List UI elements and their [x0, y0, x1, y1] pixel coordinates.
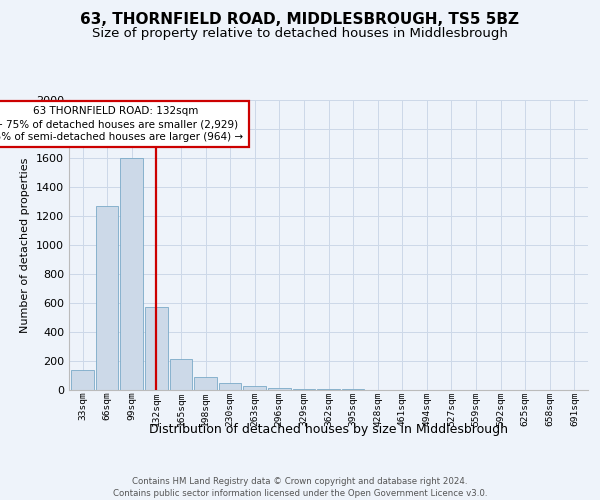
Bar [96, 206, 118, 390]
Bar [268, 388, 290, 390]
Text: Contains HM Land Registry data © Crown copyright and database right 2024.
Contai: Contains HM Land Registry data © Crown c… [113, 476, 487, 498]
Bar [170, 359, 192, 390]
Bar [194, 377, 217, 390]
Bar [244, 386, 266, 390]
Bar [145, 308, 167, 390]
Text: Size of property relative to detached houses in Middlesbrough: Size of property relative to detached ho… [92, 28, 508, 40]
Text: 63, THORNFIELD ROAD, MIDDLESBROUGH, TS5 5BZ: 63, THORNFIELD ROAD, MIDDLESBROUGH, TS5 … [80, 12, 520, 28]
Bar [219, 384, 241, 390]
Bar [121, 158, 143, 390]
Text: Distribution of detached houses by size in Middlesbrough: Distribution of detached houses by size … [149, 422, 508, 436]
Text: 63 THORNFIELD ROAD: 132sqm
← 75% of detached houses are smaller (2,929)
25% of s: 63 THORNFIELD ROAD: 132sqm ← 75% of deta… [0, 106, 243, 142]
Y-axis label: Number of detached properties: Number of detached properties [20, 158, 31, 332]
Bar [317, 389, 340, 390]
Bar [293, 389, 315, 390]
Bar [71, 370, 94, 390]
